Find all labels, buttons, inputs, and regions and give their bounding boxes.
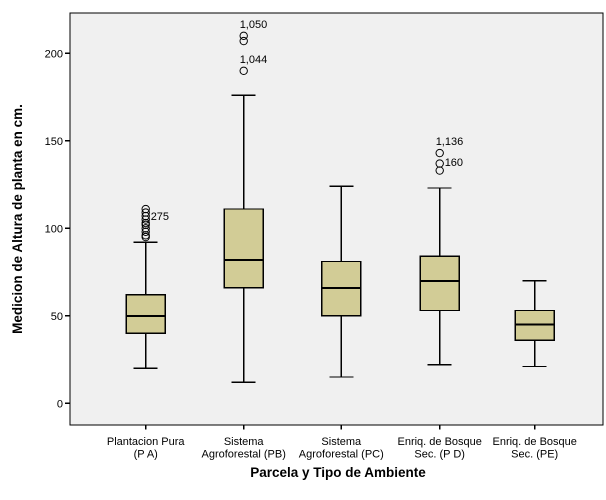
outlier-point (435, 148, 444, 158)
y-axis-title: Medicion de Altura de planta en cm. (10, 104, 25, 334)
box (223, 208, 264, 289)
outlier-point (239, 36, 248, 46)
y-tick-label: 100 (45, 223, 63, 235)
outlier-label: 1,044 (240, 54, 268, 66)
outlier-point (239, 31, 248, 40)
y-tick-label: 50 (51, 311, 63, 323)
outlier-label: 1,050 (240, 19, 268, 31)
category-label: Sec. (P D) (414, 449, 465, 461)
category-label: Sec. (PE) (511, 449, 558, 461)
y-tick-label: 0 (57, 398, 63, 410)
category-label: Enriq. de Bosque (398, 436, 482, 448)
category-label: Enriq. de Bosque (493, 436, 577, 448)
category-label: (P A) (134, 449, 158, 461)
category-label: Agroforestal (PB) (202, 449, 286, 461)
outlier-point (239, 66, 248, 76)
box (419, 255, 460, 312)
category-label: Sistema (321, 436, 362, 448)
plot-area (69, 12, 604, 426)
category-label: Agroforestal (PC) (299, 449, 384, 461)
outlier-point (141, 204, 150, 214)
outlier-label: 1,136 (436, 136, 464, 148)
outlier-label: 275 (151, 211, 169, 223)
outlier-point (141, 224, 150, 233)
y-tick-label: 150 (45, 136, 63, 148)
y-tick-label: 200 (45, 48, 63, 60)
outlier-point (435, 159, 444, 168)
category-label: Plantacion Pura (107, 436, 186, 448)
outlier-label: 160 (445, 157, 463, 169)
box (125, 294, 166, 334)
x-axis-title: Parcela y Tipo de Ambiente (250, 465, 426, 480)
category-label: Sistema (224, 436, 265, 448)
outlier-point (141, 208, 150, 217)
